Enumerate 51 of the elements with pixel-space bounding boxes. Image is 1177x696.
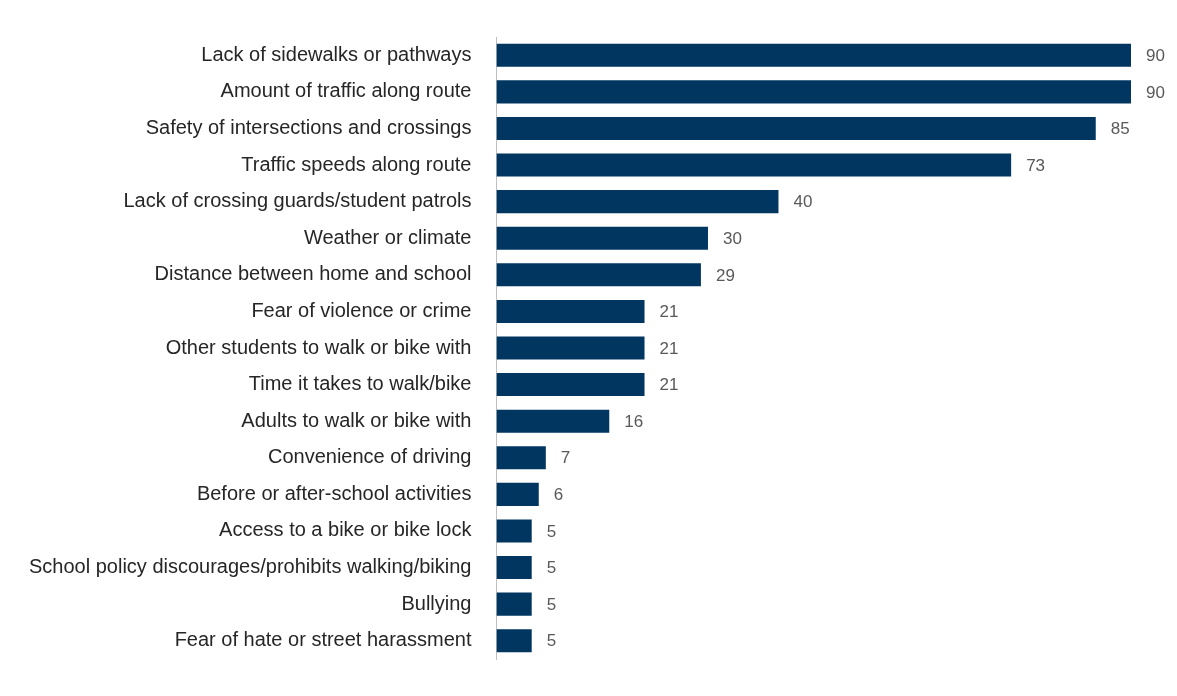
y-tick-label: Access to a bike or bike lock — [219, 518, 473, 541]
y-tick-label: School policy discourages/prohibits walking/biking — [28, 555, 472, 578]
data-label: 6 — [553, 485, 564, 505]
bar — [496, 263, 701, 287]
bar — [496, 116, 1096, 140]
data-label: 73 — [1026, 155, 1046, 175]
bar — [496, 592, 532, 616]
bar — [496, 299, 645, 323]
bar — [496, 629, 532, 653]
y-tick-label: Other students to walk or bike with — [165, 335, 472, 358]
bar — [496, 80, 1131, 104]
bar — [496, 519, 532, 543]
data-label: 85 — [1110, 119, 1130, 139]
y-tick-label: Weather or climate — [303, 225, 472, 248]
data-label: 16 — [624, 411, 644, 431]
bar — [496, 153, 1012, 177]
y-tick-label: Distance between home and school — [154, 262, 472, 285]
y-tick-label: Time it takes to walk/bike — [248, 372, 472, 395]
y-tick-label: Fear of violence or crime — [251, 298, 472, 321]
data-label: 90 — [1146, 82, 1165, 102]
bar — [496, 482, 539, 506]
data-label: 29 — [715, 265, 735, 285]
data-label: 7 — [560, 448, 571, 468]
data-label: 5 — [546, 558, 557, 578]
y-tick-label: Lack of crossing guards/student patrols — [123, 189, 472, 212]
y-tick-label: Lack of sidewalks or pathways — [201, 42, 472, 65]
data-label: 21 — [659, 338, 679, 358]
bar — [496, 409, 610, 433]
data-label: 40 — [793, 192, 813, 212]
bar — [496, 190, 779, 214]
y-tick-label: Fear of hate or street harassment — [174, 628, 472, 651]
y-tick-label: Amount of traffic along route — [220, 79, 472, 102]
data-label: 90 — [1146, 45, 1165, 65]
bar — [496, 373, 645, 397]
y-tick-label: Bullying — [401, 591, 472, 614]
bar — [496, 336, 645, 360]
data-label: 5 — [546, 631, 557, 651]
bar — [496, 43, 1131, 67]
y-tick-label: Before or after-school activities — [196, 481, 472, 504]
bar — [496, 446, 546, 470]
data-label: 21 — [659, 375, 679, 395]
y-tick-label: Traffic speeds along route — [241, 152, 472, 175]
y-tick-label: Safety of intersections and crossings — [145, 115, 472, 138]
y-tick-label: Convenience of driving — [267, 445, 472, 468]
data-label: 5 — [546, 594, 557, 614]
data-label: 30 — [722, 228, 742, 248]
y-tick-label: Adults to walk or bike with — [241, 408, 472, 431]
bar — [496, 556, 532, 580]
data-label: 5 — [546, 521, 557, 541]
data-label: 21 — [659, 302, 679, 322]
bar — [496, 226, 708, 250]
